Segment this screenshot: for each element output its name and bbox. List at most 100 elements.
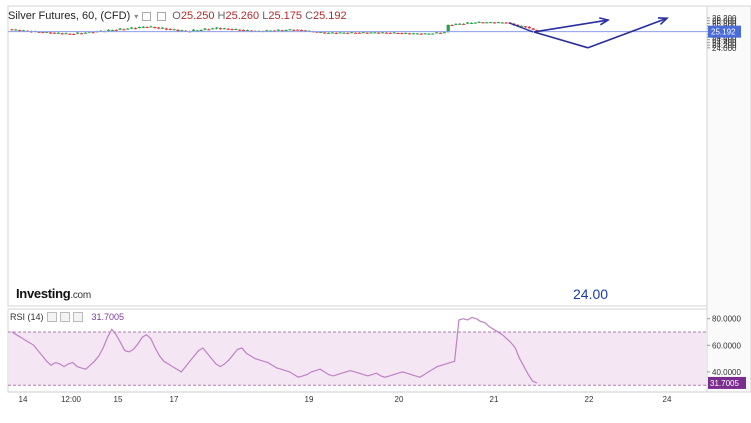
candle-body [388, 32, 392, 34]
candle-body [60, 33, 64, 35]
candle-body [523, 26, 528, 28]
rsi-band-fill [9, 332, 706, 386]
candle-body [485, 22, 489, 24]
candle-body [296, 29, 300, 31]
candle-body [408, 33, 412, 35]
candle-body [361, 32, 365, 34]
candle-body [342, 32, 346, 34]
eye-icon[interactable] [46, 312, 57, 322]
candle-body [284, 30, 288, 32]
candle-body [222, 28, 226, 30]
settings-icon[interactable] [59, 312, 70, 322]
candle-body [280, 30, 284, 32]
y-tick-label: 26.000 [712, 17, 737, 26]
last-price-tag [708, 25, 741, 38]
high-value: 25.260 [225, 10, 260, 22]
chart-header: Silver Futures, 60, (CFD) ▾ O25.250 H25.… [8, 10, 347, 22]
projection-arrow-up [533, 19, 609, 33]
candle-body [427, 33, 431, 35]
candle-body [338, 32, 342, 34]
candle-body [516, 24, 520, 27]
candle-body [203, 28, 207, 30]
settings-box-icon-2[interactable] [157, 11, 167, 21]
symbol-title[interactable]: Silver Futures, 60, (CFD) [8, 10, 131, 22]
candle-body [519, 25, 524, 27]
candle-body [149, 26, 153, 28]
y-tick-label: 26.200 [712, 14, 737, 23]
candle-body [489, 22, 493, 24]
rsi-value-tag [708, 376, 746, 389]
candle-body [288, 29, 292, 31]
candle-body [473, 22, 477, 24]
projection-arrow-rebound-head [657, 17, 669, 26]
close-icon[interactable] [72, 312, 83, 322]
y-tick-label: 24.200 [712, 41, 737, 50]
candle-body [114, 30, 118, 32]
candle-body [481, 22, 485, 24]
candle-body [91, 32, 95, 34]
settings-box-icon[interactable] [142, 11, 152, 21]
candle-body [442, 32, 446, 34]
rsi-y-tick-label: 60.0000 [712, 341, 741, 350]
candle-body [41, 32, 45, 34]
candle-body [469, 22, 473, 24]
candle-body [531, 28, 535, 30]
x-tick-label: 17 [170, 395, 179, 404]
candle-body [334, 32, 338, 34]
candle-body [431, 33, 435, 35]
candle-body [323, 32, 327, 34]
price-axis [706, 5, 751, 393]
x-tick-label: 14 [19, 395, 28, 404]
candle-body [276, 29, 280, 31]
candle-body [52, 32, 57, 34]
candle-body [145, 27, 149, 29]
candle-body [404, 32, 408, 34]
candle-body [396, 33, 400, 35]
candle-body [353, 32, 358, 34]
candle-body [45, 31, 49, 33]
candle-body [292, 29, 296, 31]
main-pane [7, 5, 708, 307]
candle-body [56, 32, 60, 34]
x-tick-label: 19 [305, 395, 314, 404]
rsi-y-tick-label: 40.0000 [712, 368, 741, 377]
candle-body [435, 32, 439, 34]
candle-body [76, 32, 80, 34]
candle-body [315, 31, 319, 33]
candle-body [238, 29, 242, 31]
y-tick-label: 24.400 [712, 38, 737, 47]
candle-body [68, 33, 72, 35]
candle-body [160, 27, 165, 29]
candle-body [265, 30, 269, 32]
candle-body [446, 24, 450, 33]
candle-body [168, 28, 172, 30]
candle-body [369, 32, 373, 34]
close-label: C [305, 10, 314, 22]
candle-body [72, 33, 76, 35]
logo-brand: Investing [16, 286, 71, 301]
candle-body [118, 28, 122, 30]
candle-body [153, 27, 157, 29]
candle-body [211, 28, 215, 30]
candle-body [423, 33, 427, 35]
candle-body [384, 32, 389, 34]
candle-body [245, 30, 250, 32]
candle-body [357, 32, 362, 34]
candle-body [496, 22, 500, 24]
candle-body [330, 32, 335, 34]
x-tick-label: 22 [585, 395, 594, 404]
candle-body [37, 31, 41, 33]
chevron-down-icon[interactable]: ▾ [134, 11, 139, 21]
candle-body [303, 30, 307, 32]
candle-body [226, 28, 230, 30]
candle-body [500, 22, 504, 24]
candle-body [191, 29, 196, 31]
candle-body [373, 32, 377, 34]
candle-body [126, 28, 130, 30]
candle-body [492, 22, 497, 24]
last-price-label: 25.192 [711, 28, 736, 37]
candle-body [141, 26, 145, 28]
candle-body [299, 30, 304, 32]
